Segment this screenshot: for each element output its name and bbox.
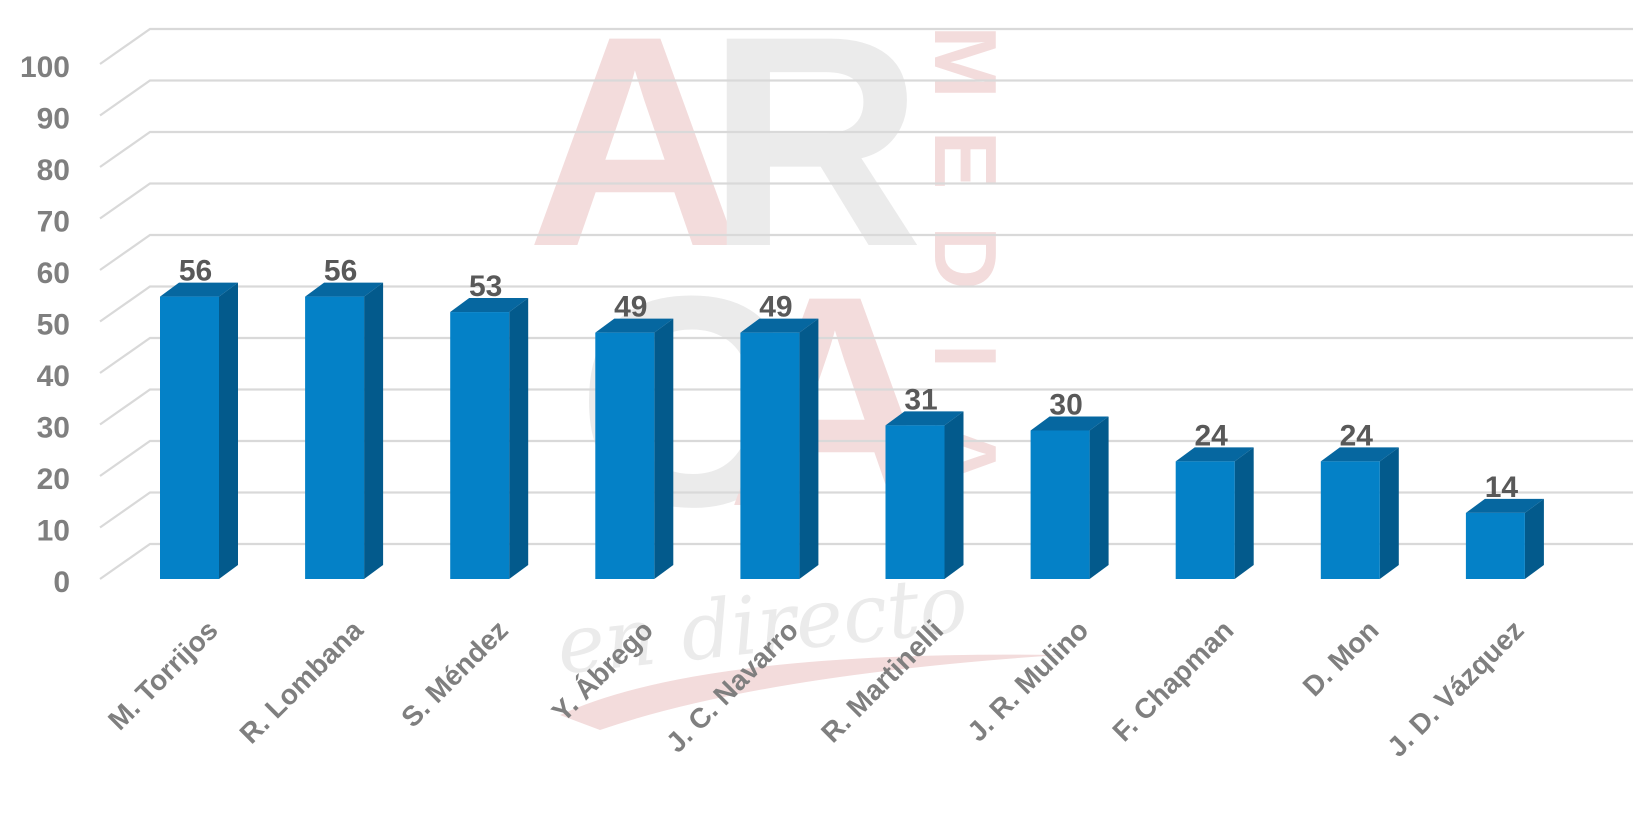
bar-top xyxy=(160,282,238,297)
data-label: 14 xyxy=(1485,471,1519,504)
bar-side xyxy=(364,282,384,579)
data-label: 49 xyxy=(614,291,647,324)
bar-top xyxy=(595,318,674,333)
bar-side xyxy=(219,282,238,579)
bar-front xyxy=(1320,461,1380,579)
bar-front xyxy=(595,332,655,579)
gridline xyxy=(99,388,1633,426)
gridline xyxy=(99,182,1633,220)
data-label: 24 xyxy=(1340,419,1374,452)
bars xyxy=(160,282,1544,579)
bar-top xyxy=(885,411,964,426)
watermark-swoosh xyxy=(560,654,1060,730)
bar-front xyxy=(1465,512,1525,579)
y-tick-label: 80 xyxy=(37,154,70,187)
bar xyxy=(305,282,384,579)
watermark-letter: I xyxy=(916,344,1015,368)
bar-front xyxy=(305,296,365,579)
bar-top xyxy=(1030,416,1109,431)
gridline xyxy=(99,491,1633,529)
gridline xyxy=(99,336,1633,374)
gridline xyxy=(99,285,1633,323)
bar-top xyxy=(305,282,384,297)
y-tick-label: 0 xyxy=(53,566,70,599)
bar-front xyxy=(160,296,219,579)
gridlines xyxy=(99,27,1633,580)
watermark-letter: E xyxy=(916,131,1015,190)
bar xyxy=(1175,447,1254,579)
bar-top xyxy=(1320,447,1399,462)
bar-front xyxy=(1030,430,1090,579)
y-tick-label: 50 xyxy=(37,309,70,342)
y-tick-label: 20 xyxy=(37,463,70,496)
gridline xyxy=(99,233,1633,271)
y-tick-label: 30 xyxy=(37,412,70,445)
y-tick-label: 10 xyxy=(37,515,70,548)
y-tick-label: 40 xyxy=(37,360,70,393)
bar-top xyxy=(1175,447,1254,462)
data-label: 31 xyxy=(904,383,937,416)
x-tick-label: J. R. Mulino xyxy=(961,614,1094,747)
bar-front xyxy=(740,332,800,579)
bar-front xyxy=(1175,461,1235,579)
gridline xyxy=(99,542,1633,580)
bar xyxy=(885,411,964,579)
data-label: 56 xyxy=(179,255,212,288)
gridline xyxy=(99,439,1633,477)
bar-side xyxy=(944,411,964,579)
x-tick-label: F. Chapman xyxy=(1106,614,1239,747)
y-tick-label: 60 xyxy=(37,257,70,290)
watermark-letter-a: A xyxy=(527,0,744,309)
bar-top xyxy=(1465,498,1544,513)
gridline xyxy=(99,27,1633,65)
data-label: 24 xyxy=(1195,419,1229,452)
data-label: 53 xyxy=(469,270,502,303)
bar xyxy=(1465,498,1544,579)
watermark-letter: M xyxy=(916,25,1015,98)
watermark-letter: D xyxy=(916,226,1015,290)
data-label: 30 xyxy=(1049,389,1082,422)
x-tick-label: R. Lombana xyxy=(234,614,370,750)
x-tick-label: J. D. Vázquez xyxy=(1381,614,1529,762)
x-tick-label: D. Mon xyxy=(1297,614,1385,702)
bar xyxy=(595,318,674,579)
y-tick-label: 70 xyxy=(37,206,70,239)
bar xyxy=(1320,447,1399,579)
watermark-letter-r: R xyxy=(707,0,924,309)
bar-front xyxy=(885,425,945,579)
y-tick-label: 90 xyxy=(37,103,70,136)
bar-side xyxy=(1379,447,1399,579)
data-labels: 56 56 53 49 49 31 30 24 24 14 xyxy=(179,255,1519,504)
bar-top xyxy=(740,318,819,333)
y-axis: 0 10 20 30 40 50 60 70 80 90 100 xyxy=(20,51,70,599)
gridline xyxy=(99,79,1633,117)
bar-side xyxy=(1524,498,1544,579)
bar-top xyxy=(450,298,529,313)
data-label: 49 xyxy=(759,291,792,324)
data-label: 56 xyxy=(324,255,357,288)
gridline xyxy=(99,130,1633,168)
bar-side xyxy=(509,298,529,579)
x-tick-label: S. Méndez xyxy=(395,614,514,733)
bar-front xyxy=(450,312,510,579)
y-tick-label: 100 xyxy=(20,51,70,84)
bar-side xyxy=(799,318,819,579)
x-tick-label: M. Torrijos xyxy=(102,614,224,736)
bar xyxy=(160,282,238,579)
bar xyxy=(740,318,819,579)
bar xyxy=(450,298,529,579)
bar-side xyxy=(654,318,674,579)
bar xyxy=(1030,416,1109,579)
bar-side xyxy=(1234,447,1254,579)
bar-side xyxy=(1089,416,1109,579)
